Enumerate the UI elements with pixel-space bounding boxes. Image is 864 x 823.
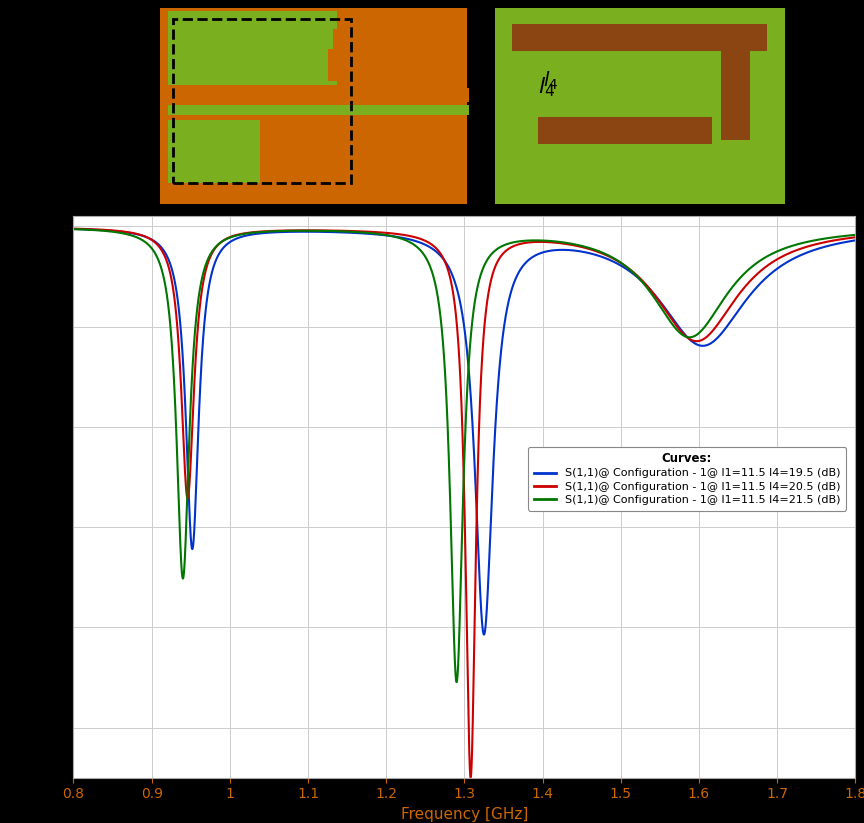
Y-axis label: S(1,1) [dB]: S(1,1) [dB] (21, 456, 35, 538)
S(1,1)@ Configuration - 1@ l1=11.5 l4=19.5 (dB) (479, 630, 489, 639)
S(1,1)@ Configuration - 1@ l1=11.5 l4=21.5 (dB) (68, 224, 79, 234)
FancyBboxPatch shape (495, 8, 785, 204)
S(1,1)@ Configuration - 1@ l1=11.5 l4=21.5 (dB) (565, 239, 575, 249)
S(1,1)@ Configuration - 1@ l1=11.5 l4=20.5 (dB) (68, 224, 79, 234)
FancyBboxPatch shape (168, 88, 469, 102)
S(1,1)@ Configuration - 1@ l1=11.5 l4=19.5 (dB) (565, 245, 575, 255)
Line: S(1,1)@ Configuration - 1@ l1=11.5 l4=20.5 (dB): S(1,1)@ Configuration - 1@ l1=11.5 l4=20… (73, 229, 855, 778)
S(1,1)@ Configuration - 1@ l1=11.5 l4=19.5 (dB) (68, 224, 79, 234)
Text: $l_4$: $l_4$ (543, 70, 558, 92)
FancyBboxPatch shape (168, 11, 337, 85)
FancyBboxPatch shape (328, 49, 445, 81)
Line: S(1,1)@ Configuration - 1@ l1=11.5 l4=19.5 (dB): S(1,1)@ Configuration - 1@ l1=11.5 l4=19… (73, 229, 855, 635)
S(1,1)@ Configuration - 1@ l1=11.5 l4=20.5 (dB) (107, 226, 118, 235)
S(1,1)@ Configuration - 1@ l1=11.5 l4=21.5 (dB) (531, 235, 542, 245)
S(1,1)@ Configuration - 1@ l1=11.5 l4=21.5 (dB) (107, 227, 118, 237)
S(1,1)@ Configuration - 1@ l1=11.5 l4=20.5 (dB) (850, 232, 861, 242)
S(1,1)@ Configuration - 1@ l1=11.5 l4=21.5 (dB) (352, 227, 362, 237)
S(1,1)@ Configuration - 1@ l1=11.5 l4=19.5 (dB) (107, 226, 118, 236)
Text: $l_4$: $l_4$ (538, 75, 556, 99)
S(1,1)@ Configuration - 1@ l1=11.5 l4=20.5 (dB) (648, 288, 658, 298)
S(1,1)@ Configuration - 1@ l1=11.5 l4=21.5 (dB) (452, 677, 462, 687)
S(1,1)@ Configuration - 1@ l1=11.5 l4=19.5 (dB) (850, 235, 861, 245)
FancyBboxPatch shape (160, 8, 467, 204)
FancyBboxPatch shape (168, 120, 260, 183)
Legend: S(1,1)@ Configuration - 1@ l1=11.5 l4=19.5 (dB), S(1,1)@ Configuration - 1@ l1=1: S(1,1)@ Configuration - 1@ l1=11.5 l4=19… (528, 447, 846, 510)
FancyBboxPatch shape (538, 117, 712, 144)
FancyBboxPatch shape (333, 30, 440, 72)
S(1,1)@ Configuration - 1@ l1=11.5 l4=20.5 (dB) (531, 237, 542, 247)
Line: S(1,1)@ Configuration - 1@ l1=11.5 l4=21.5 (dB): S(1,1)@ Configuration - 1@ l1=11.5 l4=21… (73, 229, 855, 682)
S(1,1)@ Configuration - 1@ l1=11.5 l4=19.5 (dB) (352, 228, 362, 238)
FancyBboxPatch shape (512, 24, 767, 51)
S(1,1)@ Configuration - 1@ l1=11.5 l4=19.5 (dB) (648, 288, 658, 298)
S(1,1)@ Configuration - 1@ l1=11.5 l4=21.5 (dB) (850, 230, 861, 239)
S(1,1)@ Configuration - 1@ l1=11.5 l4=20.5 (dB) (565, 239, 575, 249)
S(1,1)@ Configuration - 1@ l1=11.5 l4=21.5 (dB) (648, 291, 658, 301)
S(1,1)@ Configuration - 1@ l1=11.5 l4=20.5 (dB) (689, 336, 700, 346)
S(1,1)@ Configuration - 1@ l1=11.5 l4=20.5 (dB) (352, 226, 362, 236)
FancyBboxPatch shape (721, 30, 750, 140)
S(1,1)@ Configuration - 1@ l1=11.5 l4=20.5 (dB) (466, 773, 476, 783)
S(1,1)@ Configuration - 1@ l1=11.5 l4=19.5 (dB) (689, 338, 700, 348)
S(1,1)@ Configuration - 1@ l1=11.5 l4=19.5 (dB) (531, 250, 542, 260)
FancyBboxPatch shape (168, 105, 469, 114)
S(1,1)@ Configuration - 1@ l1=11.5 l4=21.5 (dB) (689, 331, 700, 341)
X-axis label: Frequency [GHz]: Frequency [GHz] (401, 807, 528, 822)
